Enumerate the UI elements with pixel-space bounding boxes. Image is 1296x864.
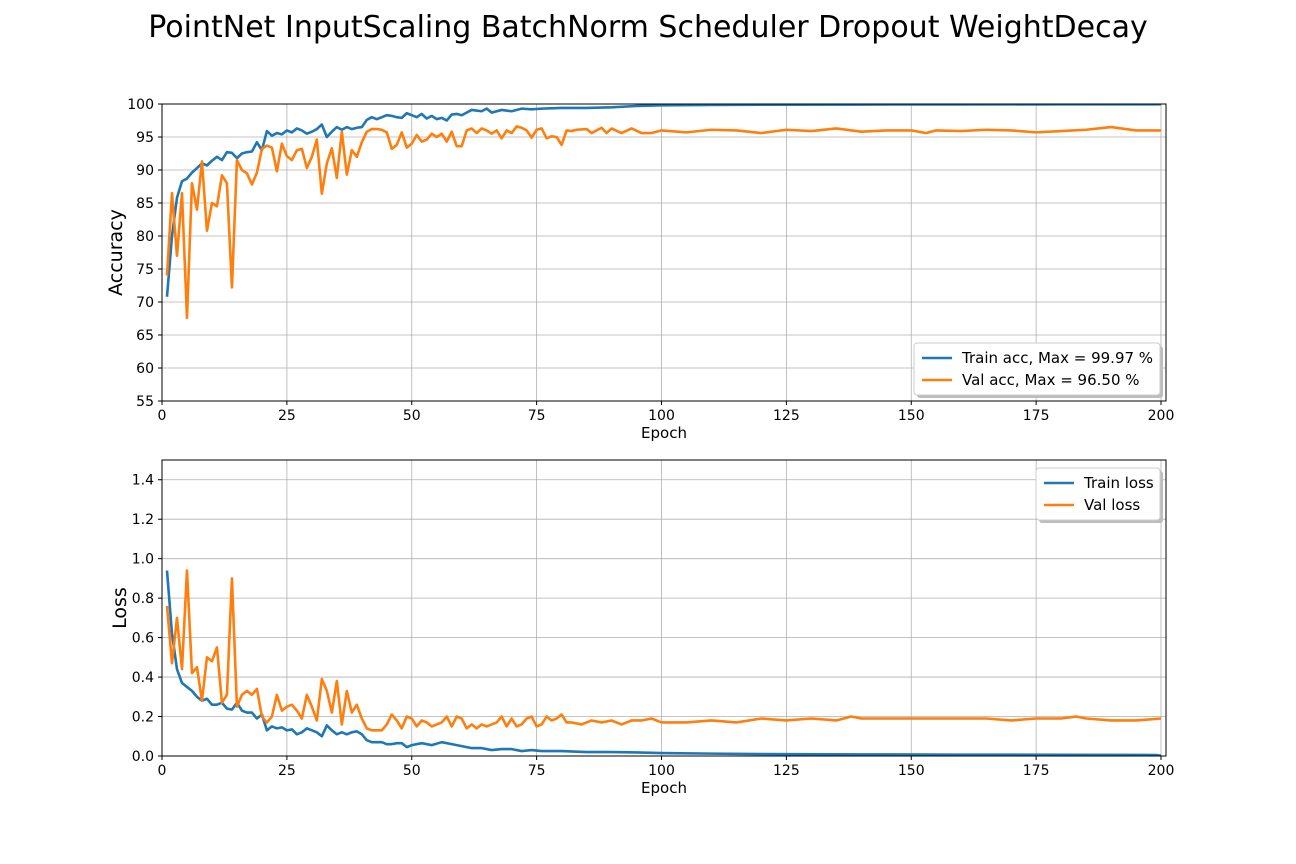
x-tick-label: 25 bbox=[278, 763, 296, 779]
y-axis-label: Accuracy bbox=[105, 209, 127, 296]
legend-label: Val acc, Max = 96.50 % bbox=[962, 371, 1140, 389]
y-tick-label: 0.4 bbox=[132, 670, 154, 686]
x-axis-label: Epoch bbox=[641, 779, 687, 797]
x-tick-label: 125 bbox=[773, 763, 800, 779]
legend: Train loss Val loss bbox=[1035, 467, 1163, 523]
y-tick-label: 1.4 bbox=[132, 473, 154, 489]
val-acc-line bbox=[165, 125, 1161, 320]
x-tick-label: 75 bbox=[528, 408, 546, 424]
y-tick-label: 0.0 bbox=[132, 749, 154, 765]
legend-label: Train loss bbox=[1083, 474, 1154, 492]
x-tick-label: 200 bbox=[1148, 763, 1175, 779]
x-tick-label: 25 bbox=[278, 408, 296, 424]
y-tick-label: 90 bbox=[136, 163, 154, 179]
y-tick-label: 1.0 bbox=[132, 552, 154, 568]
y-tick-label: 55 bbox=[136, 394, 154, 410]
plot-frame bbox=[161, 459, 1167, 757]
y-tick-label: 0.6 bbox=[132, 631, 154, 647]
x-tick-label: 0 bbox=[158, 763, 167, 779]
train-loss-line bbox=[165, 570, 1162, 756]
x-tick-label: 175 bbox=[1023, 408, 1050, 424]
train-acc-line bbox=[165, 104, 1162, 297]
x-tick-label: 50 bbox=[403, 408, 421, 424]
legend-label: Val loss bbox=[1084, 496, 1140, 514]
x-tick-label: 200 bbox=[1148, 408, 1175, 424]
y-tick-label: 95 bbox=[136, 130, 154, 146]
x-tick-label: 75 bbox=[528, 763, 546, 779]
chart-title: PointNet InputScaling BatchNorm Schedule… bbox=[148, 10, 1148, 45]
y-tick-label: 1.2 bbox=[132, 512, 154, 528]
y-axis-label: Loss bbox=[109, 587, 131, 629]
y-tick-label: 0.8 bbox=[132, 591, 154, 607]
x-tick-label: 175 bbox=[1023, 763, 1050, 779]
y-tick-label: 0.2 bbox=[132, 710, 154, 726]
val-loss-line bbox=[165, 569, 1162, 732]
y-tick-label: 75 bbox=[136, 262, 154, 278]
x-tick-label: 100 bbox=[648, 763, 675, 779]
x-tick-label: 150 bbox=[898, 408, 925, 424]
plot-frame bbox=[161, 103, 1167, 402]
y-tick-label: 65 bbox=[136, 328, 154, 344]
y-tick-label: 80 bbox=[136, 229, 154, 245]
loss-plot: 0 25 50 75 100 125 150 175 200 0.0 0.2 0.4 0.6 0.8 1.0… bbox=[109, 459, 1175, 797]
accuracy-plot: 0 25 50 75 100 125 150 175 200 55 60 65 70 75 80 85 90 95… bbox=[105, 97, 1174, 442]
x-tick-label: 50 bbox=[403, 763, 421, 779]
y-tick-label: 70 bbox=[136, 295, 154, 311]
x-tick-label: 0 bbox=[158, 408, 167, 424]
y-tick-label: 100 bbox=[127, 97, 154, 113]
x-tick-label: 125 bbox=[773, 408, 800, 424]
legend: Train acc, Max = 99.97 % Val acc, Max = 9… bbox=[913, 342, 1163, 398]
y-tick-label: 85 bbox=[136, 196, 154, 212]
x-tick-label: 150 bbox=[898, 763, 925, 779]
y-tick-label: 60 bbox=[136, 361, 154, 377]
x-tick-label: 100 bbox=[648, 408, 675, 424]
x-axis-label: Epoch bbox=[641, 424, 687, 442]
legend-label: Train acc, Max = 99.97 % bbox=[961, 349, 1153, 367]
